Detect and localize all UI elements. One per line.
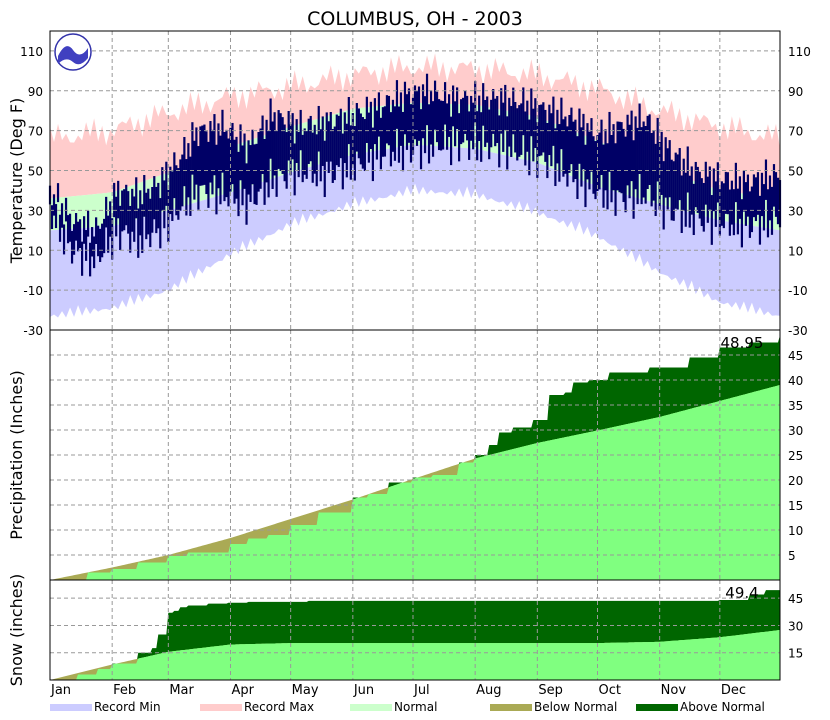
noaa-logo-bird — [58, 46, 88, 65]
y-tick-label-right: 70 — [788, 125, 803, 139]
y-tick-label-right: 30 — [788, 424, 803, 438]
chart-title: COLUMBUS, OH - 2003 — [307, 8, 523, 30]
month-label: Mar — [169, 683, 194, 698]
precipitation-panel: 48.95 5 10 15 20 25 30 35 40 45 Precipitation (Inc… — [7, 329, 803, 581]
y-tick-label-right: 25 — [788, 449, 803, 463]
legend-label: Record Max — [244, 700, 314, 714]
month-label: Sep — [538, 683, 563, 698]
y-tick-label-left: 110 — [20, 45, 43, 59]
observed-within-normal — [50, 385, 780, 580]
y-tick-label-right: -30 — [788, 324, 808, 338]
y-tick-label-left: 30 — [28, 204, 43, 218]
month-label: Feb — [113, 683, 136, 698]
month-axis: Jan Feb Mar Apr May Jun Jul Aug Sep Oct Nov Dec — [50, 683, 746, 698]
y-tick-label-left: -30 — [23, 324, 43, 338]
y-tick-label-right: 30 — [788, 619, 803, 633]
month-label: Apr — [231, 683, 254, 698]
legend-swatch — [490, 704, 532, 711]
snow-panel: 49.4 15 30 45 Snow (inches) — [7, 574, 803, 686]
precipitation-axis-label: Precipitation (Inches) — [7, 370, 26, 540]
y-tick-label-right: 40 — [788, 374, 803, 388]
month-label: May — [292, 683, 319, 698]
y-tick-label-right: 30 — [788, 204, 803, 218]
y-tick-label-left: 50 — [28, 165, 43, 179]
y-tick-label-left: 10 — [28, 244, 43, 258]
snow-grid — [50, 580, 780, 680]
y-tick-label-right: 15 — [788, 647, 803, 661]
y-tick-label-right: 5 — [788, 549, 796, 563]
y-tick-label-right: -10 — [788, 284, 808, 298]
month-label: Jun — [353, 683, 374, 698]
legend-swatch — [636, 704, 678, 711]
legend-label: Below Normal — [534, 700, 617, 714]
month-label: Aug — [476, 683, 501, 698]
legend-swatch — [50, 704, 92, 711]
y-tick-label-right: 45 — [788, 349, 803, 363]
y-tick-label-left: 90 — [28, 85, 43, 99]
snow-total-label: 49.4 — [725, 584, 758, 602]
legend-swatch — [350, 704, 392, 711]
snow-axis-label: Snow (inches) — [7, 574, 26, 686]
temperature-axis-label: Temperature (Deg F) — [7, 98, 26, 265]
y-tick-label-right: 15 — [788, 499, 803, 513]
legend: Record Min Record Max Normal Below Normal Ab… — [50, 700, 765, 714]
y-tick-label-left: -10 — [23, 284, 43, 298]
precipitation-grid — [50, 330, 780, 580]
y-tick-label-right: 20 — [788, 474, 803, 488]
y-tick-label-left: 70 — [28, 125, 43, 139]
y-tick-label-right: 50 — [788, 165, 803, 179]
month-label: Jul — [413, 683, 430, 698]
noaa-logo — [54, 33, 92, 71]
legend-label: Normal — [394, 700, 437, 714]
precipitation-total-label: 48.95 — [721, 334, 764, 352]
y-tick-label-right: 110 — [788, 45, 811, 59]
legend-label: Above Normal — [680, 700, 765, 714]
month-label: Nov — [661, 683, 687, 698]
month-label: Dec — [721, 683, 746, 698]
month-label: Jan — [50, 683, 71, 698]
legend-label: Record Min — [94, 700, 161, 714]
y-tick-label-right: 10 — [788, 524, 803, 538]
y-tick-label-right: 10 — [788, 244, 803, 258]
snow-frame — [49, 579, 781, 681]
temperature-panel: -30 -30 -10 -10 10 10 30 30 50 50 70 70 90 90 110 110 Te… — [7, 30, 811, 338]
y-tick-label-right: 90 — [788, 85, 803, 99]
y-tick-label-right: 45 — [788, 592, 803, 606]
month-label: Oct — [599, 683, 621, 698]
y-tick-label-right: 35 — [788, 399, 803, 413]
legend-swatch — [200, 704, 242, 711]
